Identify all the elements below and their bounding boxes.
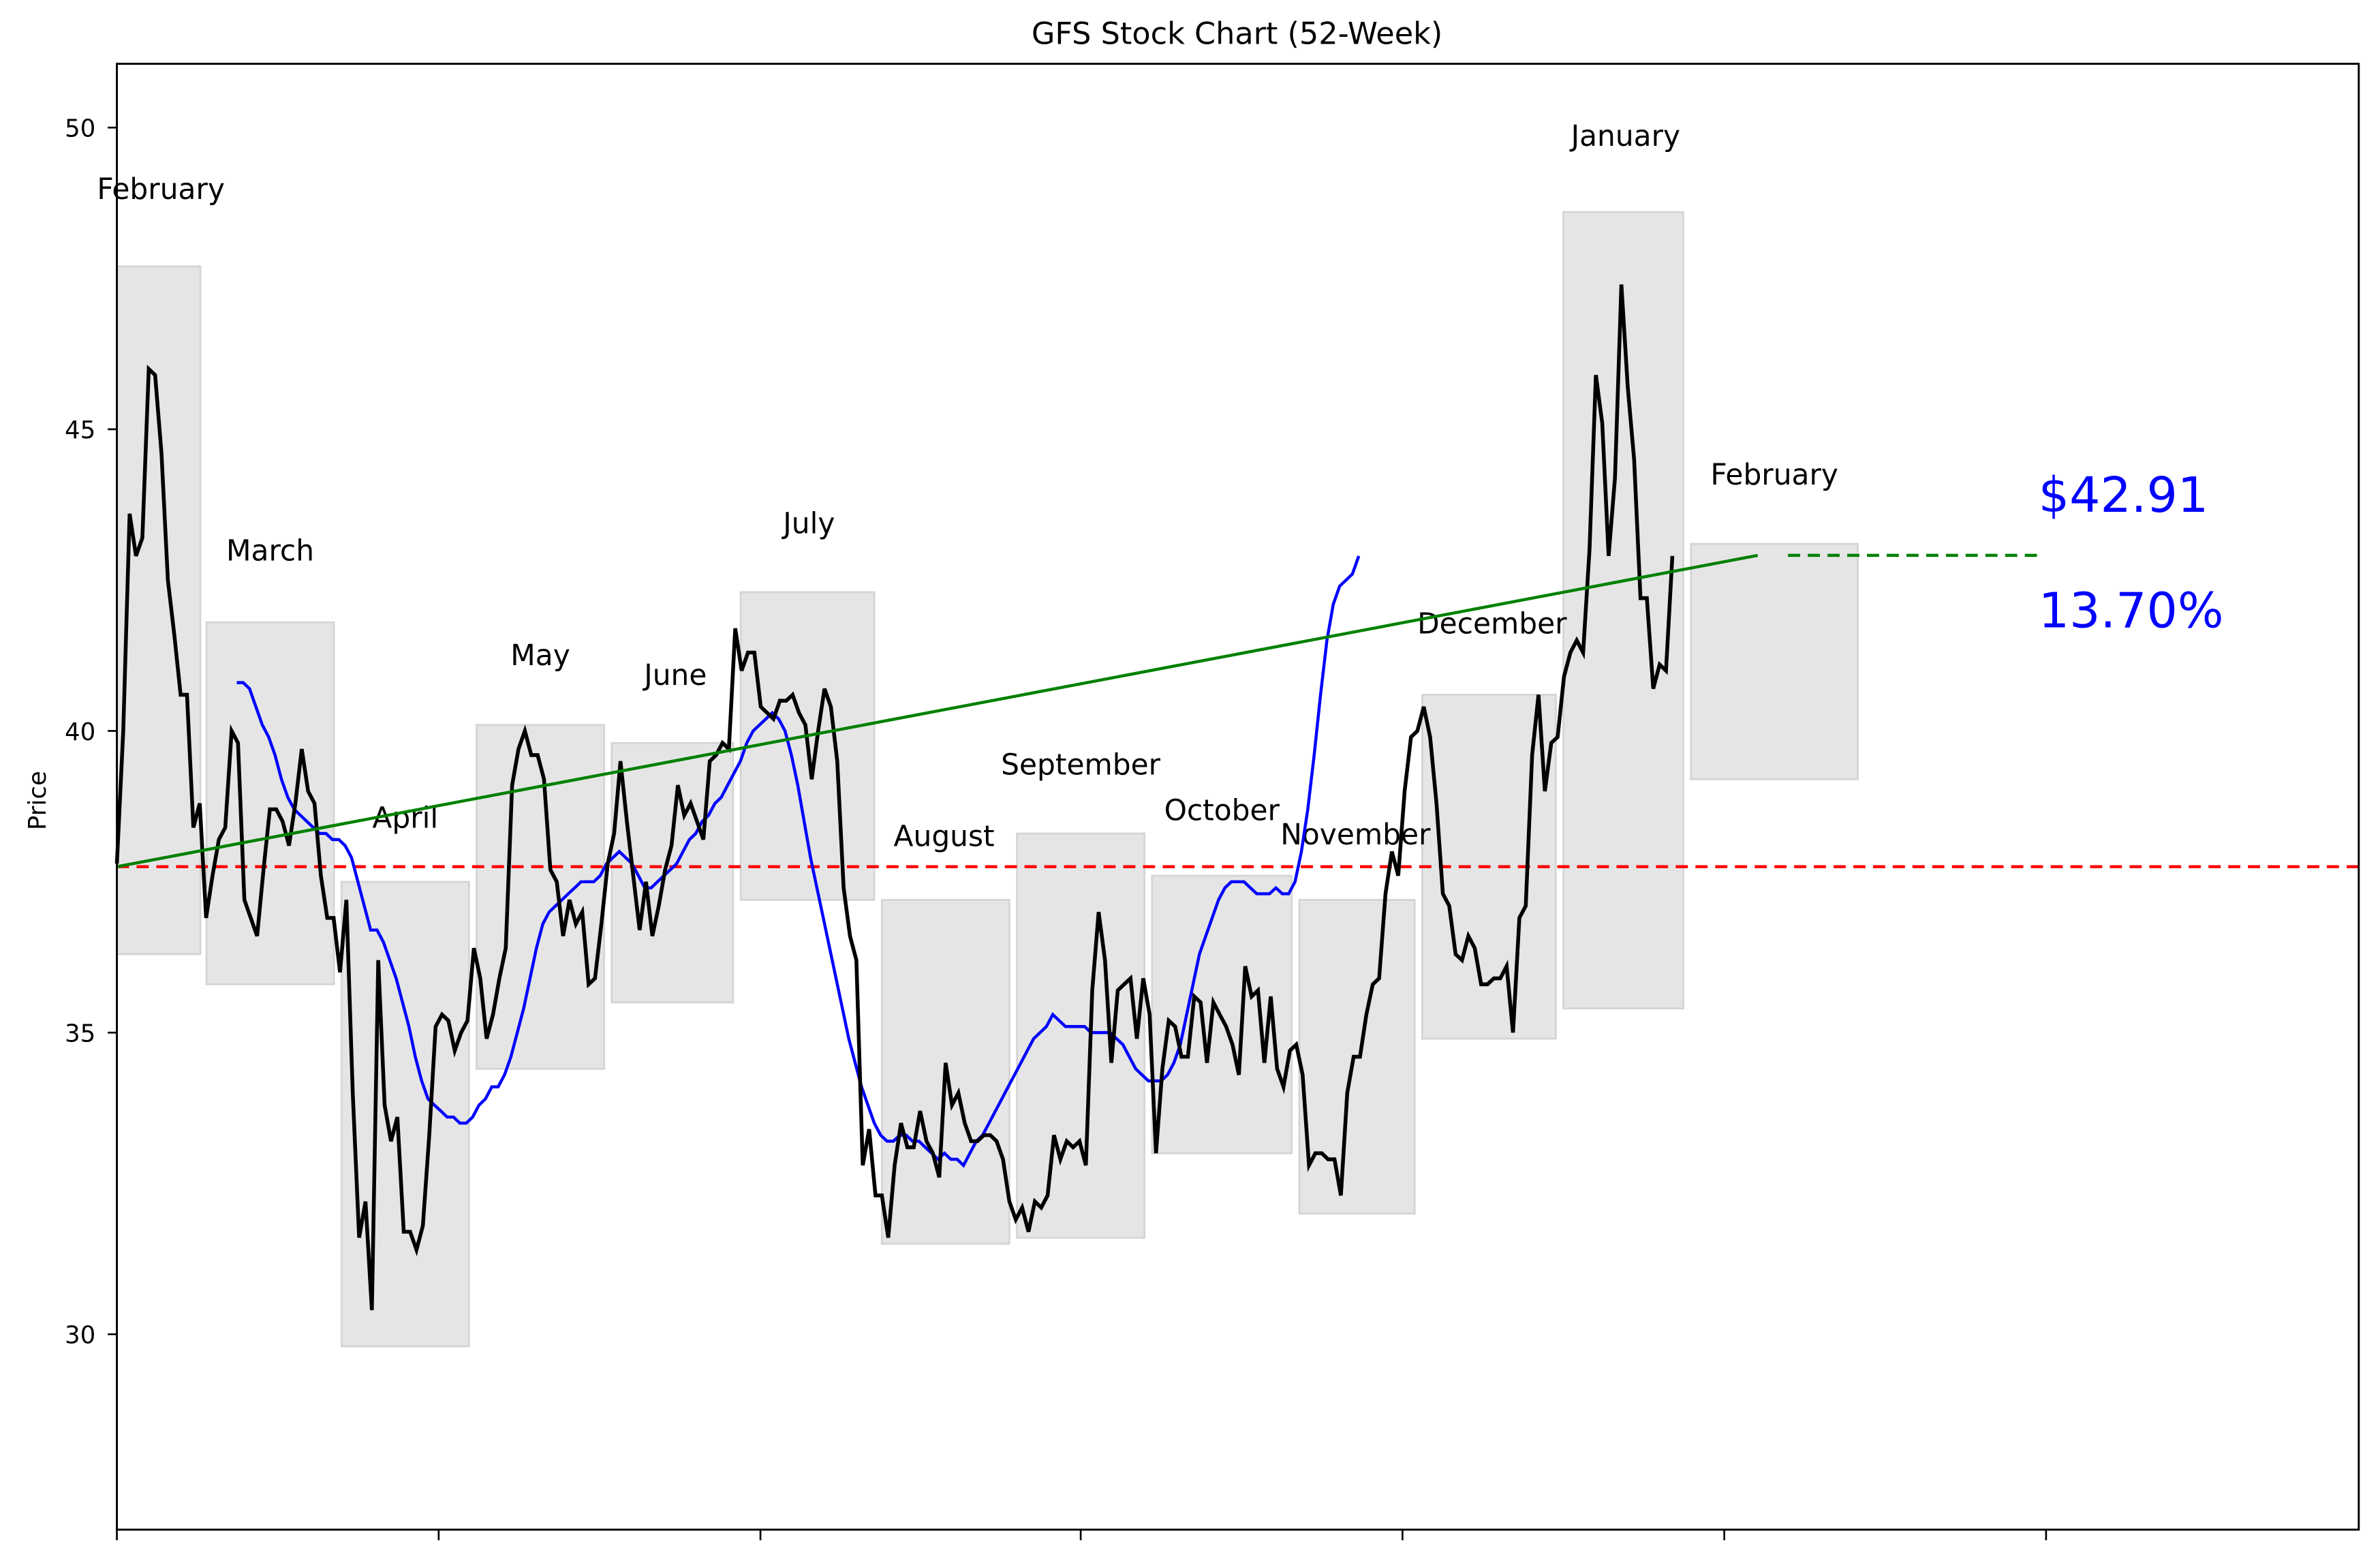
- chart-title: GFS Stock Chart (52-Week): [1032, 16, 1442, 52]
- month-label: October: [1164, 794, 1280, 827]
- month-box: [476, 724, 605, 1070]
- month-label: September: [1001, 748, 1160, 782]
- month-label: January: [1569, 119, 1680, 153]
- y-tick-label: 50: [65, 115, 95, 143]
- month-label: February: [1710, 458, 1838, 491]
- month-label: December: [1417, 607, 1567, 640]
- price-line: [114, 284, 1675, 1311]
- month-box: [1690, 542, 1859, 780]
- month-label: March: [226, 534, 314, 567]
- current-price-annotation: $42.91: [2039, 467, 2208, 523]
- month-label: February: [97, 172, 225, 206]
- moving-average-line: [236, 555, 1361, 1168]
- y-tick-label: 40: [65, 718, 95, 746]
- trend-line: [117, 553, 1759, 868]
- month-label: July: [781, 506, 835, 540]
- y-axis-ticks: 30 35 40 45 50: [65, 115, 117, 1349]
- x-axis-ticks: [116, 1529, 2047, 1541]
- month-box: [611, 741, 735, 1004]
- y-tick-label: 30: [65, 1321, 95, 1349]
- y-tick-label: 45: [65, 416, 95, 444]
- month-label: May: [510, 639, 570, 672]
- month-labels: FebruaryMarchAprilMayJuneJulyAugustSepte…: [97, 119, 1838, 853]
- month-label: August: [894, 819, 995, 853]
- plot-area-frame: [116, 63, 2360, 1531]
- y-tick-label: 35: [65, 1020, 95, 1048]
- month-label: June: [642, 658, 707, 692]
- percent-change-annotation: 13.70%: [2039, 582, 2224, 639]
- y-axis-label: Price: [24, 771, 52, 830]
- month-box: [116, 265, 202, 955]
- month-box: [340, 881, 470, 1347]
